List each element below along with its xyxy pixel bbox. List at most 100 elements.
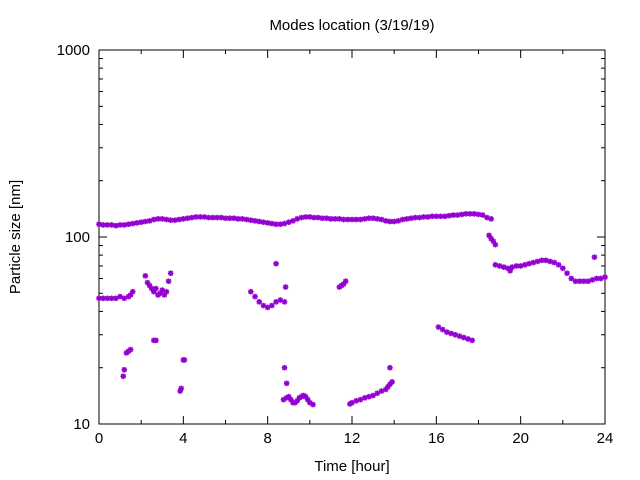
data-point — [395, 218, 402, 224]
x-axis: 0 4 8 12 16 20 24 — [95, 50, 614, 447]
data-point — [285, 393, 292, 400]
data-point — [283, 380, 290, 387]
x-tick-label: 16 — [428, 430, 445, 447]
data-point — [517, 263, 524, 269]
y-tick-label: 1000 — [57, 42, 90, 59]
x-tick-label: 20 — [512, 430, 529, 447]
data-point — [378, 388, 385, 394]
data-point — [163, 288, 170, 295]
data-point — [479, 212, 486, 218]
data-point — [439, 326, 446, 333]
data-point — [231, 215, 237, 222]
data-point — [564, 270, 570, 277]
data-point — [387, 364, 393, 371]
data-point — [311, 214, 317, 221]
data-point — [602, 274, 608, 280]
x-tick-label: 24 — [597, 430, 614, 447]
data-point — [492, 241, 499, 248]
data-point — [509, 264, 516, 270]
data-point — [469, 337, 475, 344]
data-point — [560, 265, 566, 272]
y-tick-label: 100 — [65, 229, 90, 246]
x-tick-label: 12 — [344, 430, 361, 447]
plot-frame — [98, 49, 606, 425]
data-point — [282, 284, 289, 290]
data-point — [214, 214, 220, 221]
data-point — [448, 330, 454, 337]
data-point — [342, 278, 349, 285]
data-point — [435, 324, 442, 330]
data-point — [471, 211, 478, 217]
data-point — [488, 216, 494, 222]
data-point — [374, 216, 381, 222]
data-point — [127, 346, 134, 353]
data-point — [597, 275, 604, 282]
data-point — [285, 219, 292, 225]
data-point — [420, 214, 427, 220]
data-point — [591, 254, 598, 260]
data-point — [551, 259, 558, 266]
data-point — [248, 288, 254, 295]
data-point — [277, 297, 284, 303]
data-point — [382, 218, 389, 224]
data-point — [281, 364, 288, 371]
data-point — [129, 288, 136, 295]
data-point — [555, 262, 562, 268]
data-point — [252, 293, 258, 300]
data-point — [387, 218, 393, 225]
data-point — [226, 215, 233, 222]
data-point — [496, 263, 503, 269]
data-point — [201, 214, 208, 220]
data-point — [378, 216, 385, 223]
x-tick-label: 4 — [179, 430, 187, 447]
y-axis-label: Particle size [nm] — [7, 180, 24, 294]
data-point — [450, 212, 456, 218]
data-point — [269, 302, 275, 309]
data-point — [290, 218, 296, 224]
data-point — [117, 293, 123, 300]
data-point — [121, 366, 128, 373]
data-point — [389, 379, 395, 385]
data-point — [530, 259, 537, 266]
data-point — [547, 258, 553, 265]
data-point — [310, 401, 316, 408]
data-point — [260, 302, 267, 309]
data-point — [425, 214, 431, 220]
data-point — [151, 216, 157, 223]
y-tick-label: 10 — [73, 416, 90, 433]
data-point — [163, 216, 170, 223]
data-point — [361, 216, 368, 222]
data-point — [526, 260, 532, 267]
x-tick-label: 8 — [263, 430, 271, 447]
data-point — [252, 218, 258, 224]
data-point — [361, 395, 368, 401]
data-point — [222, 215, 229, 222]
data-point — [256, 299, 263, 305]
data-point — [370, 392, 376, 399]
data-point — [507, 267, 513, 274]
data-point — [165, 278, 172, 285]
data-point — [593, 275, 600, 282]
data-point — [181, 357, 188, 363]
data-point — [277, 221, 284, 228]
data-point — [568, 275, 575, 282]
chart-title: Modes location (3/19/19) — [269, 17, 434, 34]
data-point — [522, 262, 528, 268]
data-point — [366, 393, 372, 400]
data-point — [134, 220, 140, 226]
data-point — [120, 373, 127, 380]
data-point — [142, 273, 149, 279]
data-point — [543, 257, 549, 264]
data-points — [96, 211, 608, 408]
data-point — [193, 214, 199, 220]
data-point — [349, 399, 355, 406]
data-point — [155, 216, 161, 222]
data-point — [501, 264, 507, 270]
data-point — [264, 304, 271, 311]
data-point — [294, 216, 300, 222]
data-point — [492, 262, 499, 268]
data-point — [444, 329, 450, 335]
data-point — [374, 390, 381, 397]
